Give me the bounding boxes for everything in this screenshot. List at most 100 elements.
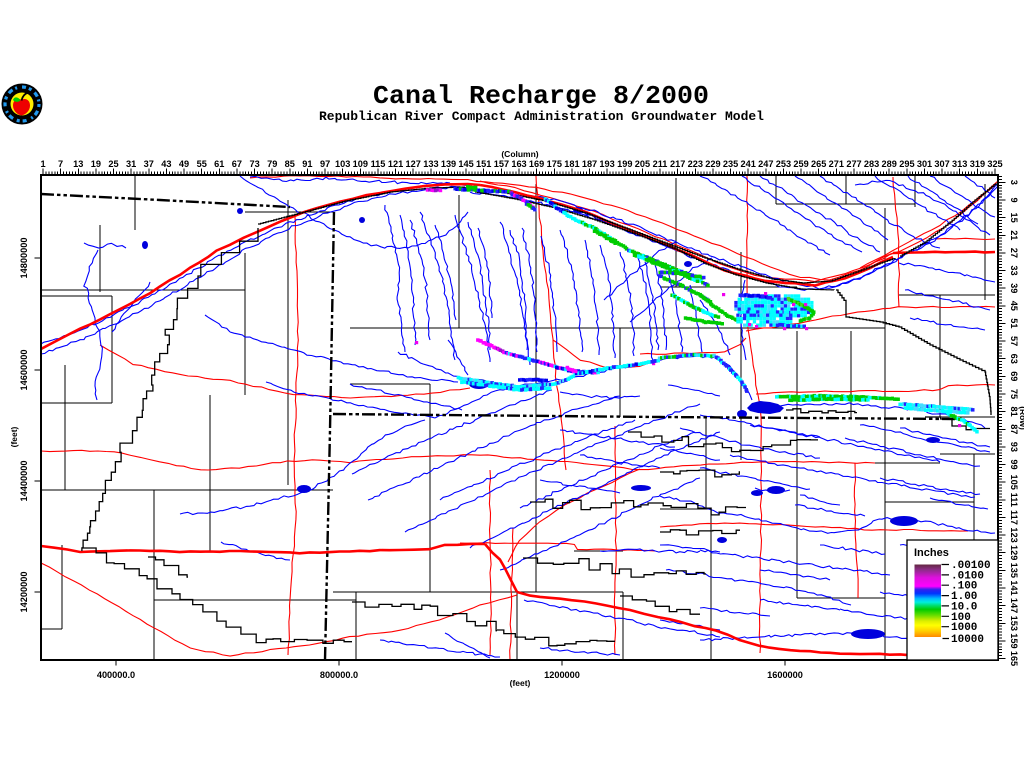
svg-text:45: 45 [1009,301,1019,311]
svg-text:1600000: 1600000 [767,670,803,680]
svg-text:Republican River Compact Ad: Republican River Compact Administration … [319,110,764,124]
svg-text:(feet): (feet) [510,678,531,688]
svg-text:51: 51 [1009,318,1019,328]
svg-text:100: 100 [951,612,971,624]
svg-text:307: 307 [934,159,949,169]
svg-text:79: 79 [267,159,277,169]
svg-text:37: 37 [144,159,154,169]
svg-text:105: 105 [1009,475,1019,490]
svg-text:121: 121 [388,159,403,169]
svg-text:271: 271 [829,159,844,169]
svg-text:123: 123 [1009,527,1019,542]
svg-text:181: 181 [564,159,579,169]
svg-text:25: 25 [108,159,118,169]
svg-text:135: 135 [1009,563,1019,578]
svg-text:21: 21 [1009,230,1019,240]
svg-text:133: 133 [423,159,438,169]
svg-text:1200000: 1200000 [544,670,580,680]
svg-text:103: 103 [335,159,350,169]
svg-text:277: 277 [846,159,861,169]
svg-text:205: 205 [635,159,650,169]
svg-text:13: 13 [73,159,83,169]
svg-text:10.0: 10.0 [951,601,977,613]
svg-text:175: 175 [547,159,562,169]
svg-text:800000.0: 800000.0 [320,670,358,680]
svg-text:153: 153 [1009,616,1019,631]
svg-text:235: 235 [723,159,738,169]
svg-text:Inches: Inches [914,547,949,559]
svg-text:1000: 1000 [951,622,977,634]
svg-text:87: 87 [1009,424,1019,434]
svg-text:129: 129 [1009,545,1019,560]
svg-text:49: 49 [179,159,189,169]
svg-text:157: 157 [494,159,509,169]
svg-text:69: 69 [1009,371,1019,381]
svg-text:10000: 10000 [951,634,984,646]
svg-text:111: 111 [1009,493,1019,507]
svg-text:27: 27 [1009,248,1019,258]
svg-text:91: 91 [302,159,312,169]
svg-text:217: 217 [670,159,685,169]
svg-text:400000.0: 400000.0 [97,670,135,680]
svg-text:187: 187 [582,159,597,169]
svg-text:14200000: 14200000 [19,572,29,613]
svg-text:115: 115 [371,159,386,169]
svg-text:81: 81 [1009,406,1019,416]
svg-text:127: 127 [406,159,421,169]
svg-text:253: 253 [776,159,791,169]
svg-text:159: 159 [1009,633,1019,648]
svg-text:14800000: 14800000 [19,238,29,279]
svg-text:259: 259 [793,159,808,169]
svg-text:9: 9 [1009,197,1019,202]
svg-text:199: 199 [617,159,632,169]
svg-text:145: 145 [458,159,473,169]
svg-text:(Column): (Column) [501,149,538,159]
svg-text:14600000: 14600000 [19,350,29,391]
svg-text:283: 283 [864,159,879,169]
svg-text:247: 247 [758,159,773,169]
svg-text:1.00: 1.00 [951,591,977,603]
svg-text:165: 165 [1009,651,1019,666]
svg-text:31: 31 [126,159,136,169]
svg-text:169: 169 [529,159,544,169]
svg-text:1: 1 [40,159,45,169]
svg-text:7: 7 [58,159,63,169]
svg-text:289: 289 [882,159,897,169]
svg-text:3: 3 [1009,180,1019,185]
svg-text:75: 75 [1009,389,1019,399]
svg-text:39: 39 [1009,283,1019,293]
svg-text:265: 265 [811,159,826,169]
svg-text:.00100: .00100 [951,560,991,572]
svg-text:19: 19 [91,159,101,169]
svg-text:(feet): (feet) [9,426,19,447]
svg-text:313: 313 [952,159,967,169]
svg-text:61: 61 [214,159,224,169]
svg-text:Canal Recharge 8/2000: Canal Recharge 8/2000 [373,81,709,111]
svg-text:229: 229 [705,159,720,169]
svg-text:67: 67 [232,159,242,169]
svg-text:(Row): (Row) [1018,406,1024,430]
svg-text:109: 109 [353,159,368,169]
svg-text:211: 211 [653,159,668,169]
svg-text:139: 139 [441,159,456,169]
svg-text:241: 241 [741,159,756,169]
svg-text:301: 301 [917,159,932,169]
svg-text:14400000: 14400000 [19,461,29,502]
svg-text:319: 319 [970,159,985,169]
svg-text:63: 63 [1009,354,1019,364]
svg-text:93: 93 [1009,442,1019,452]
svg-text:55: 55 [197,159,207,169]
svg-text:43: 43 [161,159,171,169]
svg-text:151: 151 [476,159,491,169]
svg-text:.100: .100 [951,581,977,593]
svg-text:97: 97 [320,159,330,169]
svg-text:.0100: .0100 [951,570,984,582]
svg-text:193: 193 [599,159,614,169]
svg-text:85: 85 [285,159,295,169]
svg-text:57: 57 [1009,336,1019,346]
svg-text:147: 147 [1009,598,1019,613]
svg-text:295: 295 [899,159,914,169]
svg-text:15: 15 [1009,212,1019,222]
svg-text:99: 99 [1009,459,1019,469]
svg-text:141: 141 [1009,580,1019,595]
